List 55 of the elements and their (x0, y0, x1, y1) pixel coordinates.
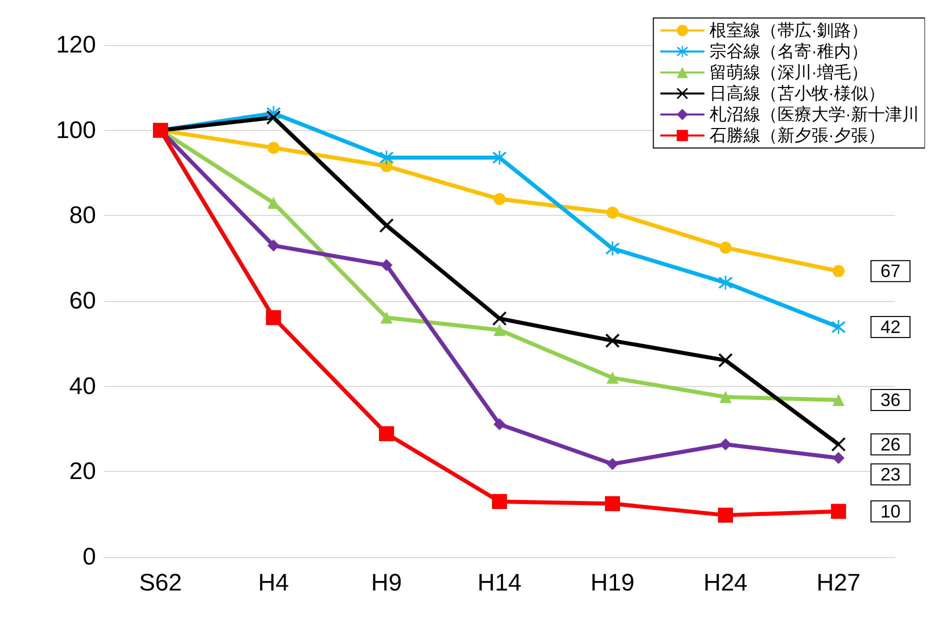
point (268, 142, 280, 154)
x-tick-label: H27 (816, 570, 861, 596)
y-tick-label: 80 (69, 202, 96, 230)
point (606, 458, 618, 470)
point (605, 496, 620, 512)
x-tick-label: S62 (139, 570, 182, 596)
point (379, 426, 394, 442)
point (718, 508, 733, 523)
annotation: 10 (880, 501, 901, 522)
point (380, 218, 394, 232)
legend-label: 札沼線（医療大学·新十津川 (709, 105, 920, 124)
y-tick-label: 40 (69, 372, 96, 400)
x-tick-label: H24 (703, 570, 748, 596)
point (266, 110, 280, 125)
point (832, 265, 844, 278)
point (268, 240, 280, 252)
legend-label: 留萌線（深川·増毛） (709, 63, 868, 82)
legend-label: 石勝線（新夕張·夕張） (709, 126, 886, 145)
point (494, 193, 506, 206)
point (606, 334, 620, 348)
point (492, 311, 506, 326)
point (266, 310, 281, 326)
point (380, 312, 392, 324)
legend-label: 宗谷線（名寄·稚内） (709, 42, 868, 61)
point (720, 391, 732, 403)
annotation: 26 (880, 434, 901, 454)
y-tick-label: 0 (82, 544, 96, 570)
point (494, 324, 506, 336)
point (718, 353, 732, 368)
point (380, 160, 392, 172)
y-tick-label: 120 (56, 32, 96, 58)
legend-label: 日高線（苫小牧·様似） (709, 84, 886, 103)
y-tick-label: 100 (56, 116, 96, 144)
annotation: 23 (880, 464, 901, 484)
point (494, 418, 506, 430)
point (380, 259, 392, 272)
x-tick-label: H14 (477, 570, 522, 596)
point (832, 437, 846, 452)
legend-label: 根室線（帯広·釧路） (709, 21, 868, 40)
y-tick-label: 20 (69, 458, 96, 486)
annotation: 42 (880, 317, 901, 338)
x-tick-label: H9 (371, 570, 402, 596)
point (832, 452, 844, 464)
point (720, 242, 732, 254)
x-tick-label: H4 (258, 570, 289, 596)
point (720, 438, 732, 450)
point (831, 504, 846, 519)
y-tick-label: 60 (69, 288, 96, 314)
annotation: 67 (880, 261, 901, 282)
x-tick-label: H19 (590, 570, 635, 596)
point (492, 494, 507, 510)
annotation: 36 (880, 390, 901, 410)
point (606, 372, 618, 384)
point (606, 206, 618, 219)
point (832, 394, 844, 406)
